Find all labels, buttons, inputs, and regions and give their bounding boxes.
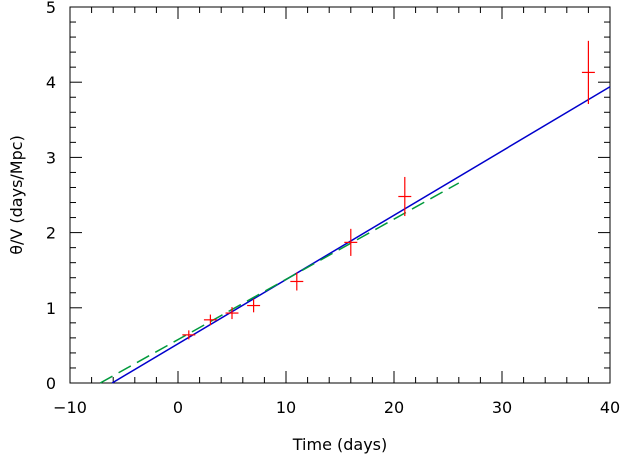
y-tick-label: 4 (46, 73, 56, 92)
data-point (182, 330, 196, 340)
data-point (290, 272, 304, 291)
y-axis-title: θ/V (days/Mpc) (7, 135, 26, 255)
x-tick-label: 40 (600, 398, 620, 417)
fit-line-dashed (99, 182, 460, 384)
data-point (581, 40, 595, 105)
plot-area (69, 6, 611, 384)
x-tick-label: 10 (276, 398, 296, 417)
y-tick-label: 1 (46, 299, 56, 318)
x-axis: −10 0 10 20 30 40 (53, 7, 620, 417)
x-tick-label: −10 (53, 398, 87, 417)
data-point (225, 307, 239, 320)
y-tick-label: 2 (46, 224, 56, 243)
plot-frame (69, 6, 611, 384)
y-axis: 0 1 2 3 4 5 (46, 0, 610, 393)
data-point (398, 176, 412, 217)
x-tick-label: 30 (492, 398, 512, 417)
y-tick-label: 3 (46, 148, 56, 167)
x-tick-label: 20 (384, 398, 404, 417)
y-tick-label: 0 (46, 374, 56, 393)
data-point (344, 228, 358, 256)
data-point (247, 298, 261, 313)
fit-line-solid (111, 86, 611, 384)
x-tick-label: 0 (173, 398, 183, 417)
series-layer (99, 40, 611, 384)
data-point (203, 314, 217, 326)
x-axis-title: Time (days) (292, 435, 388, 454)
y-tick-label: 5 (46, 0, 56, 17)
